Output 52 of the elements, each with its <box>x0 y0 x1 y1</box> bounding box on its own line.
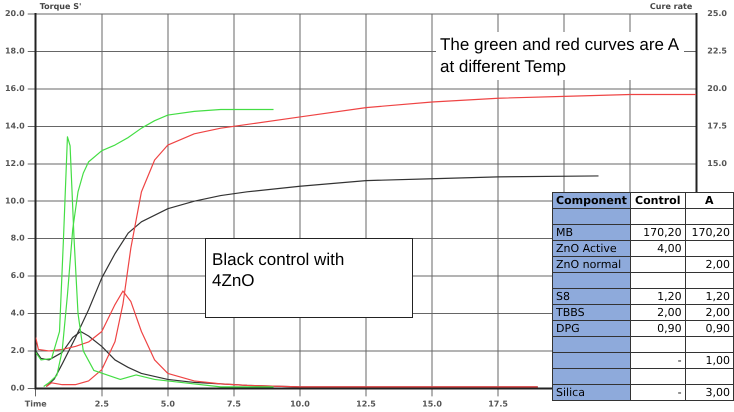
y-axis-title: Torque S' <box>40 2 82 12</box>
x-tick-label: 15.0 <box>422 399 442 408</box>
y-tick-label: 14.0 <box>4 121 26 130</box>
annotation: MB <box>552 224 630 240</box>
annotation: 170,20 <box>630 224 686 240</box>
annotation: ZnO normal <box>552 256 630 272</box>
y-tick-label: 6.0 <box>10 271 26 280</box>
annotation: 1,20 <box>630 288 686 304</box>
text: 1,20 <box>706 290 730 302</box>
y-tick-label: 0.0 <box>10 383 26 392</box>
annotation: Silica <box>552 384 630 400</box>
x-tick-label: 7.5 <box>226 399 242 408</box>
annotation: - <box>630 384 686 400</box>
x-tick-label: Time <box>24 399 48 408</box>
annotation: DPG <box>552 320 630 336</box>
y2-tick-label: 22.5 <box>707 46 728 56</box>
y-tick-label: 20.0 <box>4 9 26 18</box>
x-tick-label: 17.5 <box>488 399 508 408</box>
annotation: 4,00 <box>630 240 686 256</box>
text: 3,00 <box>706 386 730 398</box>
x-tick-label: 12.5 <box>356 399 376 408</box>
y-tick-label: 8.0 <box>10 234 26 243</box>
y-tick-label: 18.0 <box>4 46 26 56</box>
text-box: The green and red curves are A at different Temp <box>436 32 684 80</box>
x-tick-label: 10.0 <box>290 399 310 408</box>
annotation: Component <box>552 192 630 208</box>
annotation: S8 <box>552 288 630 304</box>
y-tick-label: 16.0 <box>4 84 26 93</box>
x-tick-label: 2.5 <box>94 399 110 408</box>
text: 1,00 <box>706 354 730 366</box>
y2-tick-label: 25.0 <box>707 9 728 18</box>
annotation: 2,00 <box>630 304 686 320</box>
y2-axis-title: Cure rate <box>650 2 693 12</box>
y-tick-label: 4.0 <box>10 308 26 318</box>
annotation: 0,90 <box>630 320 686 336</box>
y-tick-label: 2.0 <box>10 346 26 356</box>
annotation: ZnO Active <box>552 240 630 256</box>
text: 2,00 <box>706 258 730 270</box>
text-box: Black control with 4ZnO <box>205 238 413 318</box>
y2-tick-label: 17.5 <box>707 121 728 130</box>
text: A <box>705 194 714 206</box>
y2-tick-label: 20.0 <box>707 84 728 93</box>
text: 2,00 <box>706 306 730 318</box>
y-tick-label: 10.0 <box>4 196 26 206</box>
annotation: TBBS <box>552 304 630 320</box>
annotation: - <box>630 352 686 368</box>
y-tick-label: 12.0 <box>4 158 26 168</box>
x-tick-label: 5.0 <box>160 399 176 408</box>
text: 0,90 <box>706 322 730 334</box>
y2-tick-label: 15.0 <box>707 158 728 168</box>
annotation: 170,20 <box>685 224 734 240</box>
annotation: Control <box>630 192 686 208</box>
